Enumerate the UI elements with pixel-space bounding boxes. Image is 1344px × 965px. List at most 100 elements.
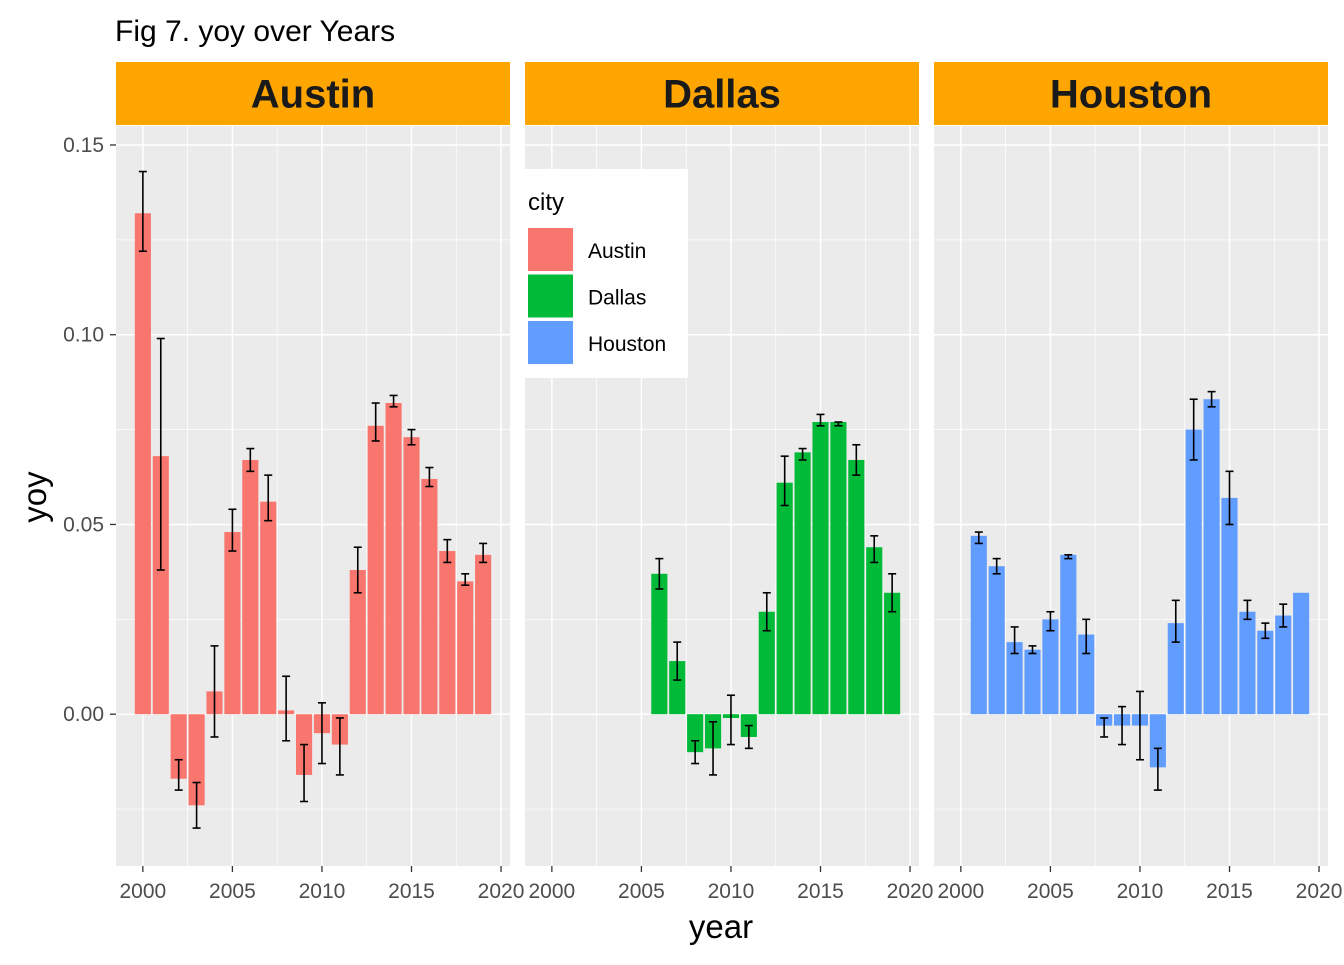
x-tick-label: 2020 [478, 880, 525, 903]
errorbar-dallas-2017 [852, 443, 861, 476]
legend-label-houston: Houston [588, 333, 666, 356]
errorbar-dallas-2014 [798, 447, 807, 461]
facet-strip-label: Houston [1050, 73, 1212, 117]
errorbar-dallas-2016 [834, 421, 843, 427]
legend-key-houston [528, 321, 573, 364]
chart-title: Fig 7. yoy over Years [115, 15, 395, 48]
errorbar-houston-2015 [1225, 470, 1234, 526]
errorbar-houston-2017 [1261, 622, 1270, 640]
errorbar-austin-2016 [425, 466, 434, 488]
x-tick-label: 2015 [797, 880, 844, 903]
errorbar-austin-2003 [192, 781, 201, 829]
bar-austin-2015 [403, 437, 420, 715]
legend-label-dallas: Dallas [588, 287, 646, 310]
bar-austin-2014 [385, 403, 402, 715]
bar-austin-2019 [475, 554, 492, 715]
x-tick-label: 2000 [120, 880, 167, 903]
bar-austin-2001 [152, 456, 169, 715]
errorbar-austin-2002 [174, 758, 183, 791]
x-tick-label: 2005 [1027, 880, 1074, 903]
errorbar-houston-2004 [1028, 645, 1037, 655]
x-tick-label: 2020 [887, 880, 934, 903]
errorbar-dallas-2012 [762, 591, 771, 632]
x-tick-label: 2010 [708, 880, 755, 903]
bar-houston-2004 [1024, 649, 1041, 715]
panel-background [934, 126, 1328, 866]
errorbar-houston-2009 [1118, 705, 1127, 746]
bar-austin-2006 [242, 459, 259, 715]
bar-houston-2015 [1221, 497, 1238, 715]
bar-austin-2003 [188, 714, 205, 806]
bar-houston-2011 [1149, 714, 1166, 768]
x-tick-label: 2010 [1117, 880, 1164, 903]
errorbar-houston-2018 [1279, 603, 1288, 628]
errorbar-houston-2003 [1010, 626, 1019, 655]
facet-strip-label: Austin [251, 73, 375, 117]
x-axis-label: year [689, 908, 753, 945]
bar-austin-2018 [457, 581, 474, 715]
errorbar-austin-2005 [228, 508, 237, 552]
legend: city Austin Dallas Houston [515, 169, 688, 378]
y-axis: 0.00 0.05 0.10 0.15 [63, 134, 116, 726]
x-tick-label: 2005 [618, 880, 665, 903]
errorbar-dallas-2007 [673, 641, 682, 681]
bar-austin-2012 [349, 570, 366, 715]
errorbar-dallas-2013 [780, 455, 789, 507]
errorbar-austin-2017 [443, 538, 452, 564]
x-tick-label: 2010 [299, 880, 346, 903]
facet-strip [116, 62, 510, 125]
errorbar-austin-2009 [300, 743, 309, 803]
errorbar-dallas-2019 [888, 572, 897, 613]
bar-houston-2018 [1275, 615, 1292, 715]
y-tick-label: 0.05 [63, 513, 104, 536]
errorbar-houston-2002 [992, 557, 1001, 575]
bar-dallas-2018 [866, 547, 883, 715]
bar-dallas-2007 [669, 661, 686, 715]
facet-strip [934, 62, 1328, 125]
panels-layer: Austin 2000 2005 2010 2015 2020 Dallas 2000 2005… [116, 62, 1342, 903]
bar-houston-2006 [1060, 554, 1077, 715]
bar-austin-2002 [170, 714, 187, 779]
bar-austin-2016 [421, 478, 438, 715]
errorbar-austin-2011 [335, 717, 344, 776]
bar-austin-2017 [439, 551, 456, 715]
x-tick-label: 2015 [1206, 880, 1253, 903]
bar-dallas-2013 [776, 482, 793, 715]
bar-houston-2016 [1239, 611, 1256, 715]
errorbar-houston-2010 [1135, 690, 1144, 761]
bar-houston-2013 [1185, 429, 1202, 715]
bar-houston-2014 [1203, 399, 1220, 715]
bar-houston-2012 [1167, 623, 1184, 715]
x-tick-label: 2000 [529, 880, 576, 903]
errorbar-dallas-2006 [655, 557, 664, 590]
bar-houston-2007 [1078, 634, 1095, 715]
bar-austin-2007 [260, 501, 277, 715]
errorbar-dallas-2011 [744, 724, 753, 750]
errorbar-houston-2001 [974, 531, 983, 545]
y-tick-label: 0.15 [63, 134, 104, 157]
bar-dallas-2019 [884, 592, 901, 715]
bar-dallas-2016 [830, 422, 847, 715]
legend-label-austin: Austin [588, 240, 646, 263]
bar-dallas-2008 [687, 714, 704, 753]
bar-austin-2000 [134, 213, 151, 715]
bar-houston-2002 [988, 566, 1005, 715]
errorbar-houston-2014 [1207, 390, 1216, 408]
x-tick-label: 2015 [388, 880, 435, 903]
errorbar-dallas-2018 [870, 535, 879, 564]
errorbar-austin-2006 [246, 447, 255, 473]
errorbar-houston-2006 [1064, 554, 1073, 560]
panel-dallas: Dallas 2000 2005 2010 2015 2020 [525, 62, 933, 903]
bar-dallas-2017 [848, 459, 865, 715]
x-tick-label: 2020 [1296, 880, 1343, 903]
legend-title: city [528, 189, 564, 216]
facet-strip [525, 62, 919, 125]
errorbar-austin-2008 [282, 675, 291, 742]
errorbar-houston-2011 [1153, 747, 1162, 791]
errorbar-austin-2013 [371, 402, 380, 442]
errorbar-austin-2000 [138, 170, 147, 253]
x-tick-label: 2005 [209, 880, 256, 903]
y-tick-label: 0.00 [63, 703, 104, 726]
